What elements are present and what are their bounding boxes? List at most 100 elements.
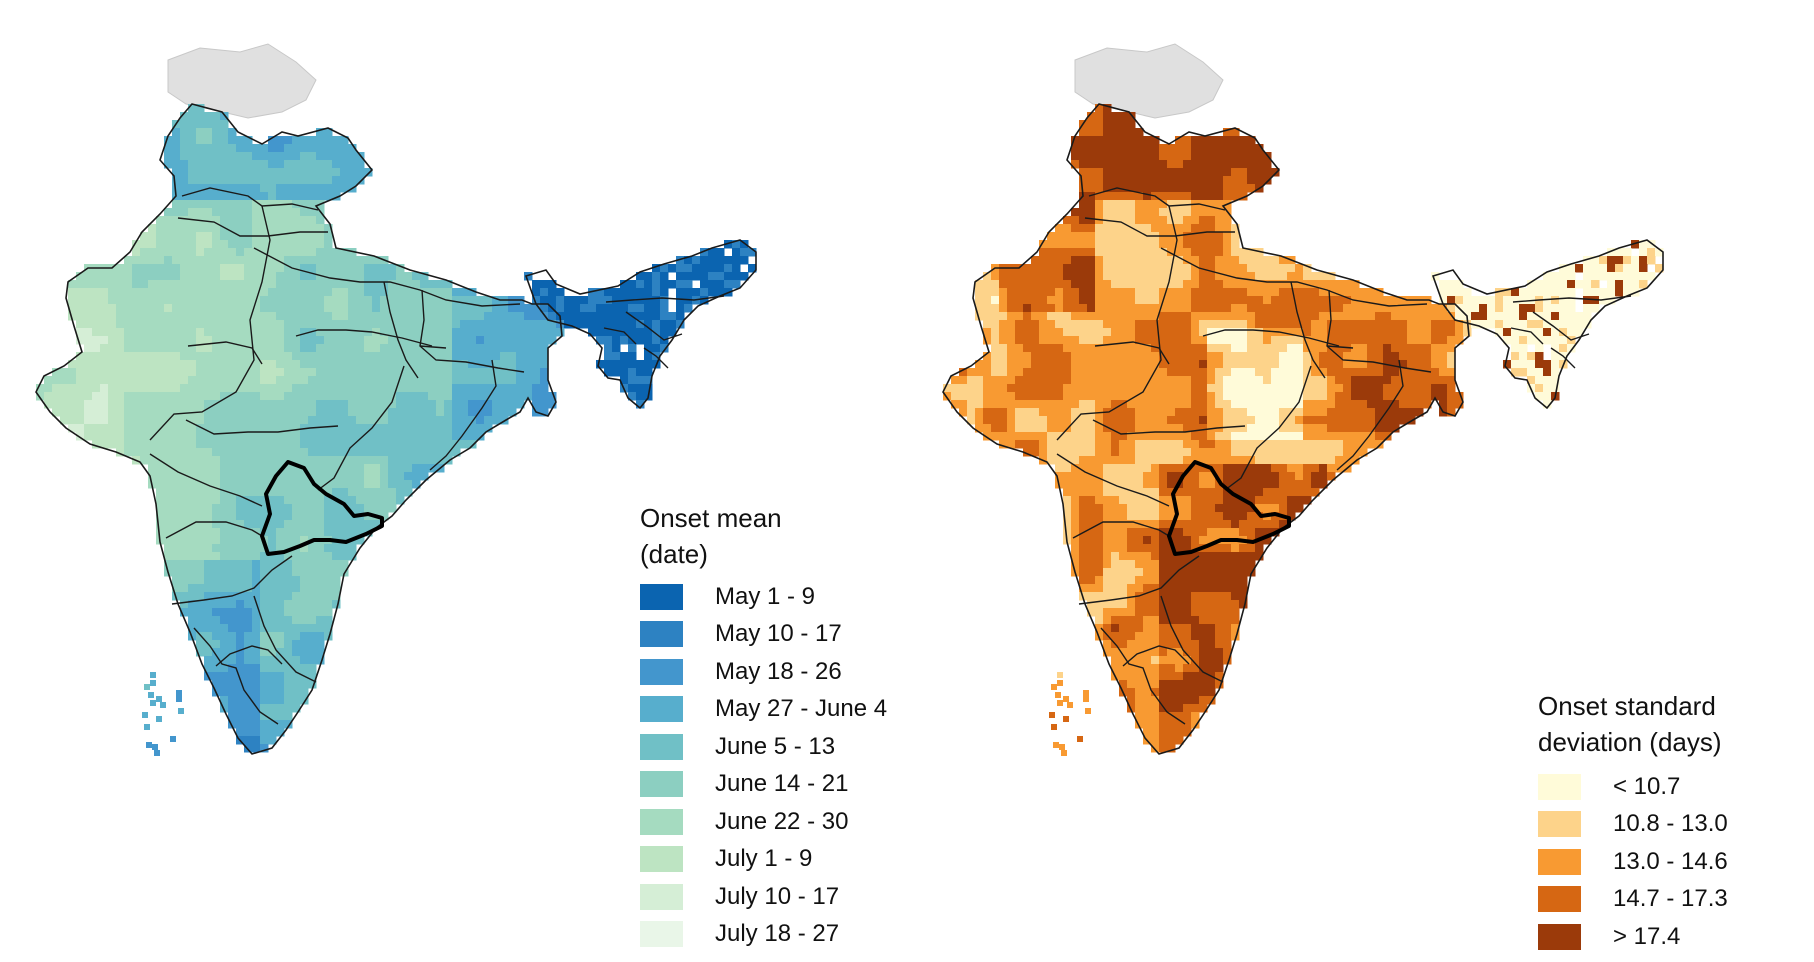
grid-cell xyxy=(1191,256,1200,265)
grid-cell xyxy=(1071,312,1080,321)
grid-cell xyxy=(1431,368,1440,377)
grid-cell xyxy=(324,128,333,137)
grid-cell xyxy=(1215,432,1224,441)
grid-cell xyxy=(244,216,253,225)
grid-cell xyxy=(460,424,469,433)
grid-cell xyxy=(1551,376,1560,385)
grid-cell xyxy=(196,144,205,153)
grid-cell xyxy=(668,312,677,321)
grid-cell xyxy=(1439,376,1448,385)
grid-cell xyxy=(1487,296,1496,305)
grid-cell xyxy=(1223,256,1232,265)
grid-cell xyxy=(1143,408,1152,417)
grid-cell xyxy=(252,664,261,673)
grid-cell xyxy=(356,440,365,449)
grid-cell xyxy=(1439,400,1448,409)
grid-cell xyxy=(1495,304,1504,313)
grid-cell xyxy=(276,416,285,425)
grid-cell xyxy=(1119,224,1128,233)
grid-cell xyxy=(92,432,101,441)
grid-cell xyxy=(1071,432,1080,441)
grid-cell xyxy=(276,232,285,241)
grid-cell xyxy=(124,312,133,321)
grid-cell xyxy=(140,384,149,393)
grid-cell xyxy=(1151,264,1160,273)
grid-cell xyxy=(212,632,221,641)
grid-cell xyxy=(284,304,293,313)
grid-cell xyxy=(372,456,381,465)
grid-cell xyxy=(188,176,197,185)
grid-cell xyxy=(444,304,453,313)
grid-cell xyxy=(1039,336,1048,345)
grid-cell xyxy=(1207,416,1216,425)
grid-cell xyxy=(1335,456,1344,465)
grid-cell xyxy=(1175,168,1184,177)
grid-cell xyxy=(1287,512,1296,521)
grid-cell xyxy=(308,280,317,289)
grid-cell xyxy=(1327,368,1336,377)
grid-cell xyxy=(444,416,453,425)
grid-cell xyxy=(516,360,525,369)
grid-cell xyxy=(276,328,285,337)
grid-cell xyxy=(252,400,261,409)
grid-cell xyxy=(1071,288,1080,297)
grid-cell xyxy=(316,272,325,281)
grid-cell xyxy=(340,416,349,425)
grid-cell xyxy=(204,448,213,457)
grid-cell xyxy=(188,344,197,353)
grid-cell xyxy=(292,464,301,473)
grid-cell xyxy=(708,280,717,289)
grid-cell xyxy=(100,320,109,329)
grid-cell xyxy=(1295,360,1304,369)
grid-cell xyxy=(1263,480,1272,489)
grid-cell xyxy=(1551,352,1560,361)
grid-cell xyxy=(196,632,205,641)
grid-cell xyxy=(268,232,277,241)
grid-cell xyxy=(1031,376,1040,385)
grid-cell xyxy=(228,432,237,441)
grid-cell xyxy=(1415,344,1424,353)
grid-cell xyxy=(276,680,285,689)
grid-cell xyxy=(244,720,253,729)
grid-cell xyxy=(204,312,213,321)
grid-cell xyxy=(308,624,317,633)
grid-cell xyxy=(1367,408,1376,417)
grid-cell xyxy=(1167,392,1176,401)
grid-cell xyxy=(244,368,253,377)
grid-cell xyxy=(164,296,173,305)
grid-cell xyxy=(1087,464,1096,473)
grid-cell xyxy=(1319,456,1328,465)
grid-cell xyxy=(44,384,53,393)
grid-cell xyxy=(84,416,93,425)
grid-cell xyxy=(1359,376,1368,385)
grid-cell xyxy=(196,320,205,329)
grid-cell xyxy=(268,224,277,233)
grid-cell xyxy=(1399,296,1408,305)
grid-cell xyxy=(212,448,221,457)
grid-cell xyxy=(1119,464,1128,473)
grid-cell xyxy=(1063,264,1072,273)
grid-cell xyxy=(236,536,245,545)
grid-cell xyxy=(1095,232,1104,241)
grid-cell xyxy=(212,488,221,497)
grid-cell xyxy=(1255,360,1264,369)
grid-cell xyxy=(1127,424,1136,433)
grid-cell xyxy=(1119,216,1128,225)
grid-cell xyxy=(228,600,237,609)
grid-cell xyxy=(1247,472,1256,481)
grid-cell xyxy=(188,560,197,569)
grid-cell xyxy=(228,464,237,473)
grid-cell xyxy=(364,392,373,401)
grid-cell xyxy=(316,520,325,529)
grid-cell xyxy=(284,240,293,249)
grid-cell xyxy=(156,280,165,289)
grid-cell xyxy=(1447,320,1456,329)
grid-cell xyxy=(212,528,221,537)
grid-cell xyxy=(476,312,485,321)
grid-cell xyxy=(180,456,189,465)
grid-cell xyxy=(212,608,221,617)
grid-cell xyxy=(292,656,301,665)
grid-cell xyxy=(364,440,373,449)
grid-cell xyxy=(116,360,125,369)
grid-cell xyxy=(1087,136,1096,145)
